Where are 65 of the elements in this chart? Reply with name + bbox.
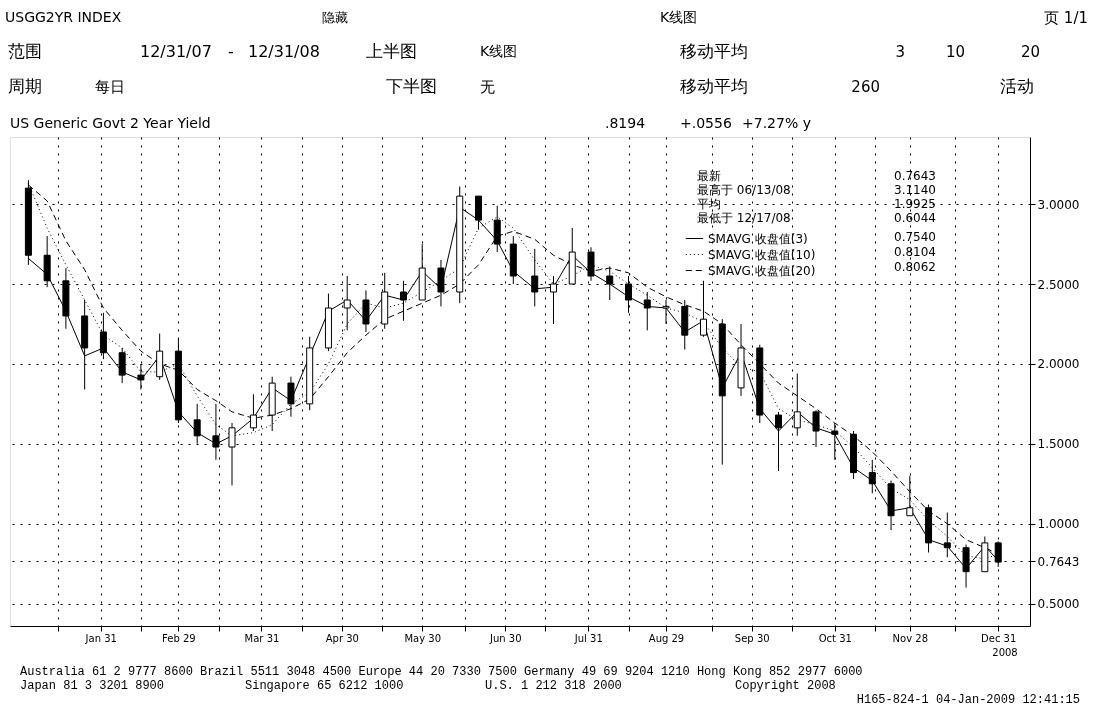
- y-tick-label: 3.0000: [1037, 197, 1080, 212]
- x-tick-label: Dec 31: [981, 632, 1017, 644]
- annotation: 最新: [697, 169, 721, 183]
- y-tick-label: 1.0000: [1037, 517, 1080, 532]
- annotation: 3.1140: [894, 183, 936, 197]
- legend-label: SMAVG 收盘值(10): [708, 247, 816, 262]
- legend-label: SMAVG 收盘值(3): [708, 231, 808, 246]
- text: 活动: [1000, 76, 1034, 96]
- chart-title: US Generic Govt 2 Year Yield: [10, 115, 211, 131]
- annotation: 0.8062: [894, 260, 936, 274]
- text: 上半图: [366, 41, 417, 61]
- text: Singapore 65 6212 1000: [245, 679, 404, 693]
- text: Japan 81 3 3201 8900: [20, 679, 165, 693]
- annotation: 0.8104: [894, 245, 936, 259]
- x-tick-label: Apr 30: [325, 632, 359, 644]
- text: K线图: [480, 43, 518, 59]
- y-tick-label: 2.5000: [1037, 277, 1080, 292]
- text: 页 1/1: [1044, 9, 1088, 27]
- text: 每日: [95, 78, 125, 96]
- text: 10: [945, 43, 965, 61]
- text: Copyright 2008: [735, 679, 836, 693]
- text: Australia 61 2 9777 8600 Brazil 5511 3048 4500 Europe 44 20 7330 7500 Germany 49 69 9204 1210 Hong Kong 852 2977 6000: [20, 665, 863, 679]
- text: 2008: [992, 647, 1018, 658]
- text: 下半图: [386, 76, 437, 96]
- text: 无: [480, 78, 495, 96]
- annotation: 0.7540: [894, 230, 936, 244]
- y-tick-label: 1.5000: [1037, 437, 1080, 452]
- text: 3: [895, 43, 905, 61]
- text: 20: [1020, 43, 1040, 61]
- annotation: 最高于 06/13/08: [697, 183, 791, 197]
- x-tick-label: Mar 31: [244, 632, 280, 644]
- annotation: 0.6044: [894, 211, 936, 225]
- text: +7.27% y: [742, 115, 811, 131]
- x-tick-label: Jul 31: [573, 632, 603, 644]
- text: 移动平均: [680, 76, 748, 96]
- x-tick-label: May 30: [404, 632, 441, 644]
- text: 周期: [8, 76, 42, 96]
- text: 移动平均: [680, 41, 748, 61]
- x-tick-label: Nov 28: [892, 632, 929, 644]
- text: 12/31/08: [248, 42, 320, 61]
- annotation: 0.7643: [894, 169, 936, 183]
- legend-label: SMAVG 收盘值(20): [708, 263, 816, 278]
- x-tick-label: Aug 29: [648, 632, 685, 644]
- annotation: 1.9925: [894, 197, 936, 211]
- text: 12/31/07: [140, 42, 212, 61]
- text: USGG2YR INDEX: [5, 9, 122, 25]
- x-tick-label: Jun 30: [489, 632, 522, 644]
- text: .8194: [605, 115, 646, 131]
- x-tick-label: Oct 31: [818, 632, 852, 644]
- text: K线图: [660, 9, 698, 25]
- text: -: [228, 42, 234, 61]
- x-tick-label: Feb 29: [162, 632, 196, 644]
- y-tick-label: 0.5000: [1037, 597, 1080, 612]
- text: U.S. 1 212 318 2000: [485, 679, 622, 693]
- text: H165-824-1 04-Jan-2009 12:41:15: [856, 693, 1080, 707]
- y-tick-label: 0.7643: [1037, 554, 1080, 569]
- x-tick-label: Jan 31: [84, 632, 117, 644]
- text: 隐藏: [322, 10, 348, 25]
- x-tick-label: Sep 30: [734, 632, 770, 644]
- text: +.0556: [680, 115, 732, 131]
- annotation: 最低于 12/17/08: [697, 211, 791, 225]
- text: 260: [851, 78, 880, 96]
- text: 范围: [8, 41, 42, 61]
- y-tick-label: 2.0000: [1037, 357, 1080, 372]
- annotation: 平均: [697, 197, 721, 211]
